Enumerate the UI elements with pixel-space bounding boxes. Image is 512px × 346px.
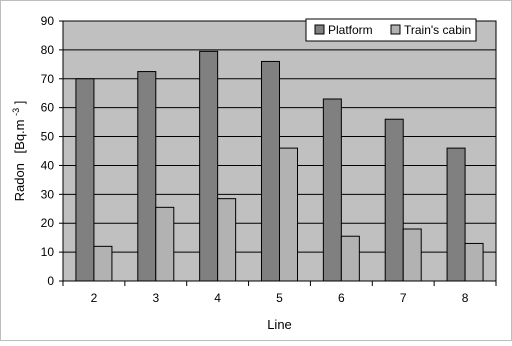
bar-trains-cabin-line-3 — [155, 206, 175, 282]
y-tick-label: 0 — [47, 274, 54, 288]
bar-platform-line-2 — [75, 78, 95, 282]
legend-label-trains-cabin: Train's cabin — [404, 23, 471, 37]
bar-trains-cabin-line-7 — [402, 228, 422, 282]
legend-label-platform: Platform — [328, 23, 373, 37]
y-tick-label: 30 — [41, 187, 55, 201]
x-tick-label: 2 — [91, 291, 98, 305]
legend-swatch-trains-cabin — [390, 24, 401, 35]
bar-platform-line-5 — [261, 60, 280, 282]
bar-trains-cabin-line-8 — [464, 242, 484, 282]
axes — [62, 20, 497, 282]
bar-platform-line-3 — [137, 71, 157, 282]
bar-platform-line-4 — [199, 50, 219, 282]
y-tick-labels: 0 10 20 30 40 50 60 70 80 90 — [41, 14, 63, 288]
x-tick-label: 6 — [338, 291, 345, 305]
bar-platform-line-6 — [322, 98, 342, 282]
bar-trains-cabin-line-5 — [279, 147, 298, 282]
x-tick-label: 4 — [214, 291, 221, 305]
y-axis-title-unit-exponent: -3 — [11, 108, 21, 116]
y-axis-title-unit: [Bq.m — [12, 119, 27, 153]
bar-trains-cabin-line-6 — [340, 235, 360, 282]
y-tick-label: 10 — [41, 245, 55, 259]
y-tick-label: 70 — [41, 72, 55, 86]
x-tick-label: 7 — [400, 291, 407, 305]
y-tick-label: 20 — [41, 216, 55, 230]
legend: Platform Train's cabin — [305, 18, 477, 42]
plot-frame — [62, 20, 497, 282]
y-axis-title-unit-close: ] — [12, 101, 27, 105]
bar-platform-line-7 — [384, 118, 404, 282]
x-tick-labels: 2 3 4 5 6 7 8 — [62, 281, 497, 305]
bar-trains-cabin-line-2 — [93, 245, 113, 282]
x-axis-title: Line — [267, 317, 292, 332]
y-tick-label: 90 — [41, 14, 55, 28]
bars — [75, 50, 484, 282]
bar-platform-line-8 — [446, 147, 466, 282]
y-tick-label: 50 — [41, 130, 55, 144]
y-tick-label: 60 — [41, 101, 55, 115]
y-tick-label: 80 — [41, 43, 55, 57]
legend-swatch-platform — [314, 24, 325, 35]
y-tick-label: 40 — [41, 158, 55, 172]
y-axis-title: Radon [Bq.m -3 ] — [7, 101, 27, 202]
x-tick-label: 3 — [152, 291, 159, 305]
y-axis-title-main: Radon — [12, 163, 27, 201]
x-tick-label: 5 — [276, 291, 283, 305]
bar-trains-cabin-line-4 — [217, 198, 237, 282]
x-tick-label: 8 — [462, 291, 469, 305]
